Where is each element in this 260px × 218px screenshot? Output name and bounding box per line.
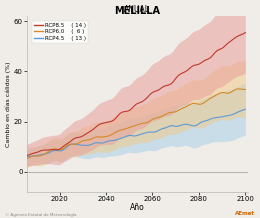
Text: AEmet: AEmet: [235, 211, 255, 216]
Text: © Agencia Estatal de Meteorología: © Agencia Estatal de Meteorología: [5, 213, 77, 217]
Title: MELILLA: MELILLA: [114, 6, 160, 16]
X-axis label: Año: Año: [130, 203, 145, 213]
Legend: RCP8.5    ( 14 ), RCP6.0    (  6 ), RCP4.5    ( 13 ): RCP8.5 ( 14 ), RCP6.0 ( 6 ), RCP4.5 ( 13…: [32, 21, 88, 43]
Text: ANUAL: ANUAL: [124, 5, 150, 14]
Y-axis label: Cambio en días cálidos (%): Cambio en días cálidos (%): [5, 61, 11, 147]
